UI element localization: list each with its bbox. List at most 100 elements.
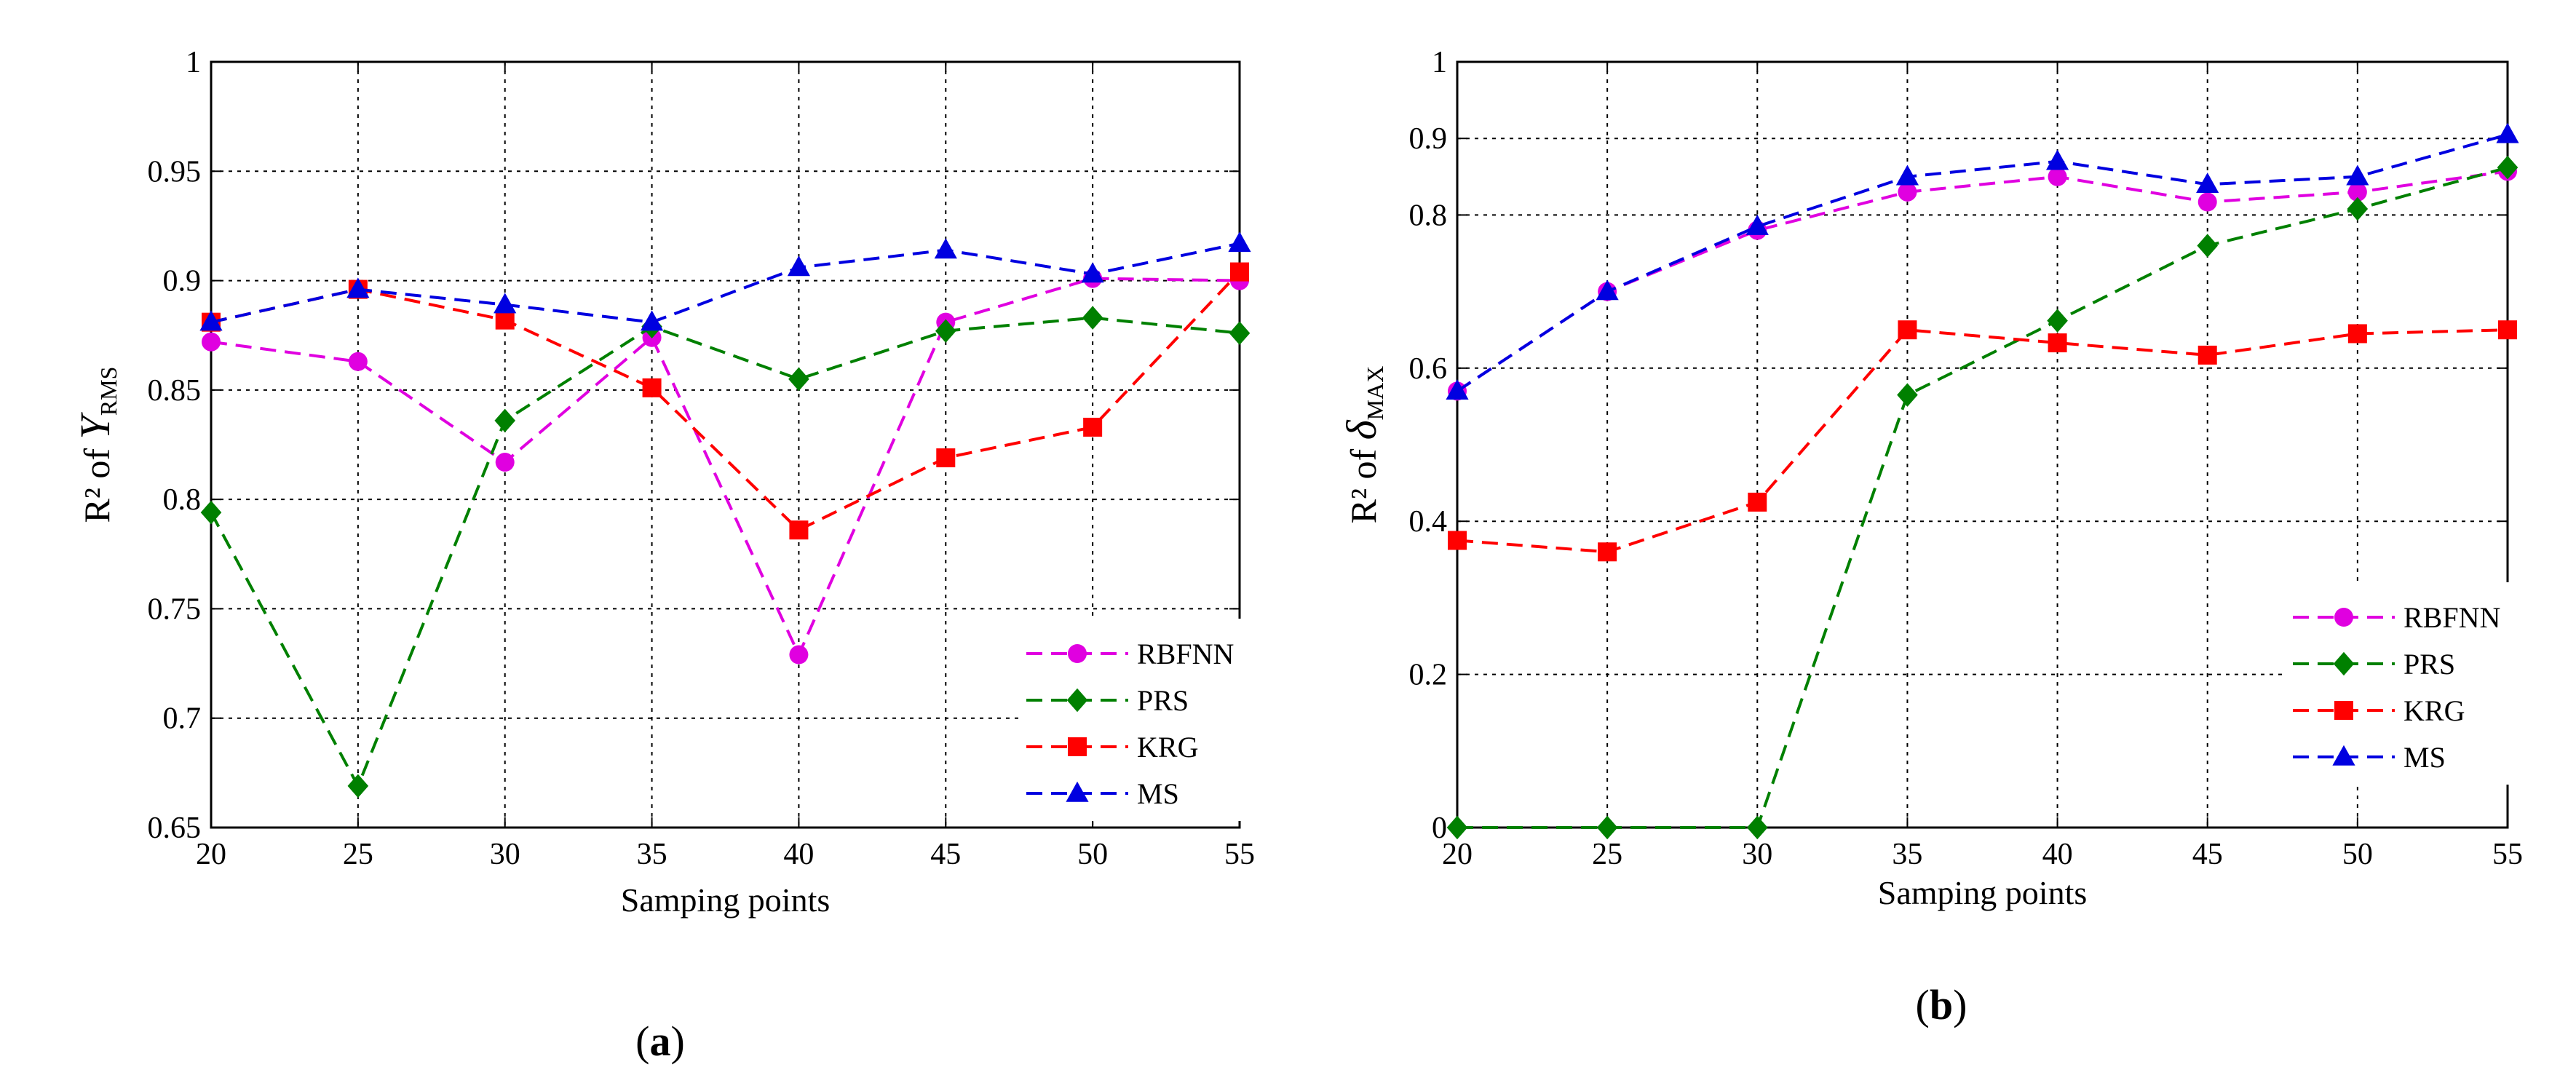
data-point-prs [494,408,516,433]
panel-label: (b) [1916,981,1967,1028]
data-point-prs [2497,155,2518,180]
data-point-ms [2496,122,2519,143]
legend-marker-ms [2332,745,2355,766]
data-point-rbfnn [2347,182,2367,202]
chart-b: 0 0.2 0.4 0.6 0.8 0.9 1 20 25 30 35 40 45 50 55 RBFNN PR… [1338,46,2523,1028]
series-line-prs [210,316,1240,790]
y-axis-label-symbol: Y [71,411,119,439]
data-point-rbfnn [2197,192,2217,212]
series-line-krg [210,271,1241,532]
y-tick-label: 0.9 [1409,122,1448,156]
data-point-krg [1748,492,1767,512]
x-tick-label: 45 [2192,838,2223,871]
data-point-ms [346,277,370,298]
data-point-krg [1448,531,1467,550]
data-point-krg [2048,333,2067,353]
x-tick-label: 35 [1892,838,1922,871]
y-axis-label-prefix: R² of [1343,440,1384,523]
data-point-ms [2346,164,2369,186]
legend-label-ms: MS [2403,741,2446,774]
data-point-prs [2197,234,2219,258]
data-point-rbfnn [348,352,368,371]
data-point-krg [2197,345,2217,365]
data-point-prs [347,774,369,798]
data-point-ms [2045,149,2069,170]
data-point-rbfnn [495,453,515,472]
data-point-ms [1745,214,1769,235]
legend-marker-krg [2334,701,2353,720]
y-axis-label: R² of δMAX [1338,366,1388,524]
series-line-ms [1456,133,2508,393]
x-axis-label: Samping points [621,881,831,919]
data-point-ms [934,238,957,259]
data-point-ms [2196,172,2219,194]
legend-label-krg: KRG [1137,731,1198,763]
legend-marker-ms [1066,781,1089,802]
legend-label-krg: KRG [2403,694,2465,727]
x-tick-label: 20 [1442,838,1473,871]
y-tick-label: 1 [186,46,201,79]
data-point-krg [2347,324,2367,344]
series-line-prs [1457,166,2508,829]
x-tick-label: 25 [343,838,373,871]
y-axis-label-subscript: RMS [95,367,122,416]
data-point-ms [1081,262,1104,283]
y-tick-label: 0 [1432,812,1447,845]
y-axis-label: R² of YRMS [71,367,122,523]
legend-marker-rbfnn [1068,644,1087,663]
data-point-ms [1446,379,1469,400]
x-tick-label: 35 [637,838,667,871]
legend-marker-krg [1068,737,1087,756]
data-point-ms [787,255,811,277]
data-point-rbfnn [202,332,221,352]
data-point-krg [2498,320,2517,340]
axes-box [210,60,1241,829]
data-point-krg [1083,417,1103,437]
data-point-ms [199,310,223,331]
data-point-prs [1897,383,1918,407]
y-tick-label: 0.95 [148,155,202,189]
panel-letter: b [1930,981,1953,1028]
x-tick-label: 55 [1224,838,1255,871]
data-point-prs [2347,197,2369,221]
panel-letter: a [650,1018,671,1065]
y-tick-label: 0.85 [148,374,202,408]
y-axis-label-subscript: MAX [1362,366,1388,421]
x-tick-label: 40 [783,838,814,871]
series-line-rbfnn [210,277,1240,659]
data-point-krg [495,310,515,330]
y-tick-label: 0.4 [1409,505,1448,539]
legend-label-prs: PRS [1137,684,1189,717]
legend-label-rbfnn: RBFNN [2403,601,2500,634]
data-point-ms [640,310,664,331]
data-point-ms [1895,164,1919,186]
legend-marker-prs [1066,688,1088,713]
data-point-rbfnn [2048,167,2067,186]
y-tick-label: 0.6 [1409,352,1448,386]
y-tick-label: 1 [1432,46,1447,79]
x-tick-label: 45 [930,838,961,871]
data-point-rbfnn [789,645,809,665]
data-point-krg [1230,262,1249,282]
y-tick-label: 0.8 [1409,199,1448,232]
data-point-prs [200,500,222,525]
data-point-prs [788,367,809,392]
panel-label: (a) [635,1018,685,1065]
y-tick-label: 0.7 [163,702,202,736]
x-tick-label: 55 [2492,838,2523,871]
y-tick-label: 0.75 [148,592,202,626]
x-tick-label: 30 [490,838,520,871]
data-point-krg [936,448,956,468]
data-point-ms [1228,231,1251,253]
data-point-rbfnn [1898,182,1917,202]
data-point-prs [1446,815,1468,840]
legend: RBFNN PRS KRG MS [1019,619,1253,821]
data-point-krg [1598,542,1617,562]
series-line-ms [210,242,1240,324]
data-point-krg [1898,320,1917,340]
x-tick-label: 40 [2042,838,2073,871]
y-tick-label: 0.8 [163,483,202,517]
x-tick-label: 30 [1742,838,1772,871]
y-tick-label: 0.9 [163,265,202,298]
x-tick-label: 25 [1592,838,1622,871]
